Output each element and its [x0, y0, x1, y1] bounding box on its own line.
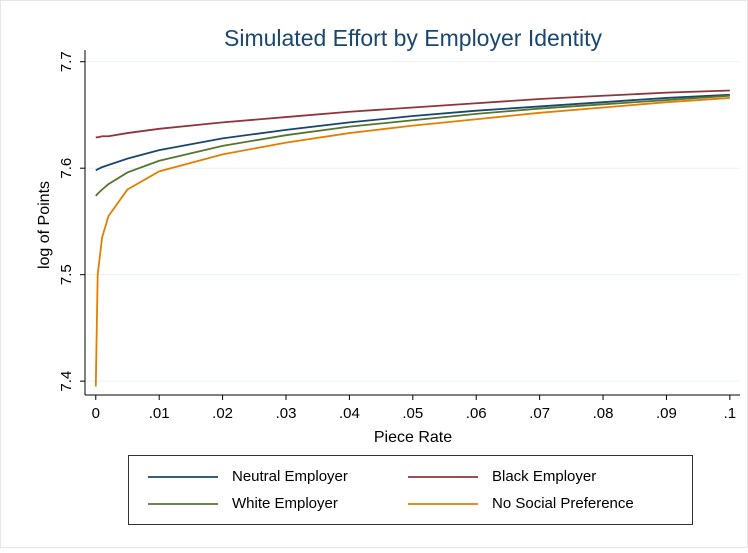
series-line [95, 94, 730, 197]
x-tick-label: .01 [149, 405, 170, 422]
x-tick-label: .03 [276, 405, 297, 422]
x-tick-label: .05 [402, 405, 423, 422]
y-tick-label: 7.7 [58, 51, 75, 72]
series-line [95, 93, 730, 172]
legend-box [128, 455, 693, 525]
y-tick-label: 7.6 [58, 158, 75, 179]
x-tick-label: .06 [466, 405, 487, 422]
x-axis-label: Piece Rate [374, 429, 452, 446]
x-tick-label: .09 [656, 405, 677, 422]
x-tick-label: .02 [212, 405, 233, 422]
x-tick-label: 0 [92, 405, 100, 422]
y-tick-label: 7.4 [58, 371, 75, 392]
series-line [94, 97, 730, 387]
series-line [95, 89, 730, 139]
x-tick-label: .07 [529, 405, 550, 422]
legend-label: Neutral Employer [232, 468, 348, 485]
y-tick-label: 7.5 [58, 264, 75, 285]
x-tick-label: .08 [593, 405, 614, 422]
legend-label: Black Employer [492, 468, 596, 485]
x-tick-label: .04 [339, 405, 360, 422]
y-axis-label: log of Points [36, 181, 53, 269]
legend-label: No Social Preference [492, 495, 634, 512]
legend-label: White Employer [232, 495, 338, 512]
chart-title: Simulated Effort by Employer Identity [224, 25, 602, 51]
x-tick-label: .1 [724, 405, 737, 422]
